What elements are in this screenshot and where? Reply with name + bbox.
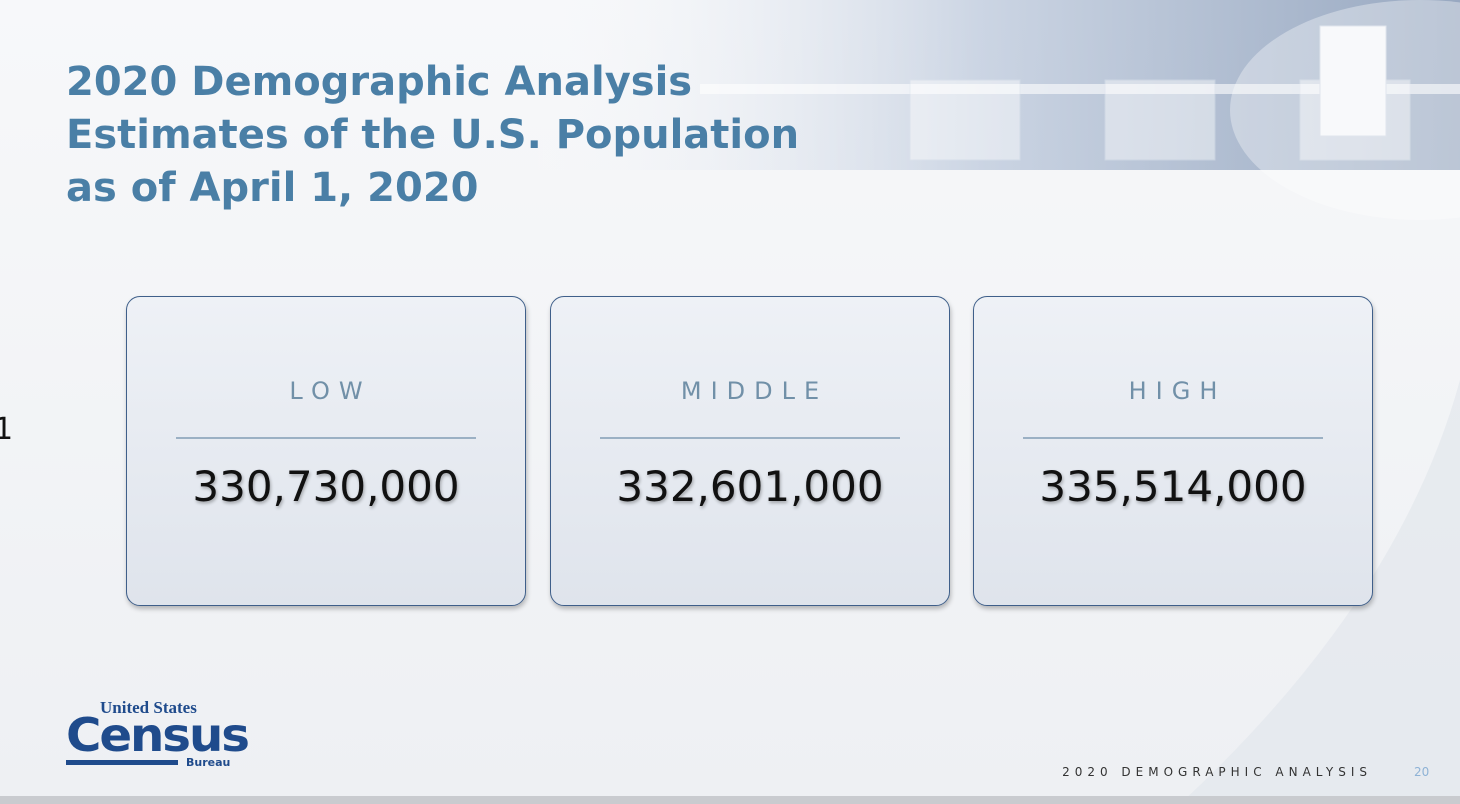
logo-bottom: Bureau: [186, 756, 230, 769]
card-label: HIGH: [974, 377, 1372, 405]
logo-underline: [66, 760, 178, 765]
census-logo: United States Census Bureau: [66, 698, 246, 772]
card-value: 332,601,000: [551, 462, 949, 511]
card-divider: [176, 437, 476, 439]
slide: 2020 Demographic Analysis Estimates of t…: [0, 0, 1460, 804]
card-divider: [1023, 437, 1323, 439]
slide-title: 2020 Demographic Analysis Estimates of t…: [66, 56, 799, 215]
estimate-card: LOW 330,730,000: [126, 296, 526, 606]
logo-main: Census: [66, 708, 248, 762]
card-label: LOW: [127, 377, 525, 405]
card-value: 335,514,000: [974, 462, 1372, 511]
footer-text: 2020 DEMOGRAPHIC ANALYSIS: [1062, 765, 1372, 779]
estimate-card: MIDDLE 332,601,000: [550, 296, 950, 606]
bottom-band: [0, 796, 1460, 804]
title-line: 2020 Demographic Analysis: [66, 56, 799, 109]
card-value: 330,730,000: [127, 462, 525, 511]
clipped-text: 1: [0, 412, 13, 447]
card-divider: [600, 437, 900, 439]
card-label: MIDDLE: [551, 377, 949, 405]
title-line: Estimates of the U.S. Population: [66, 109, 799, 162]
estimate-card: HIGH 335,514,000: [973, 296, 1373, 606]
title-line: as of April 1, 2020: [66, 162, 799, 215]
page-number: 20: [1414, 765, 1429, 779]
